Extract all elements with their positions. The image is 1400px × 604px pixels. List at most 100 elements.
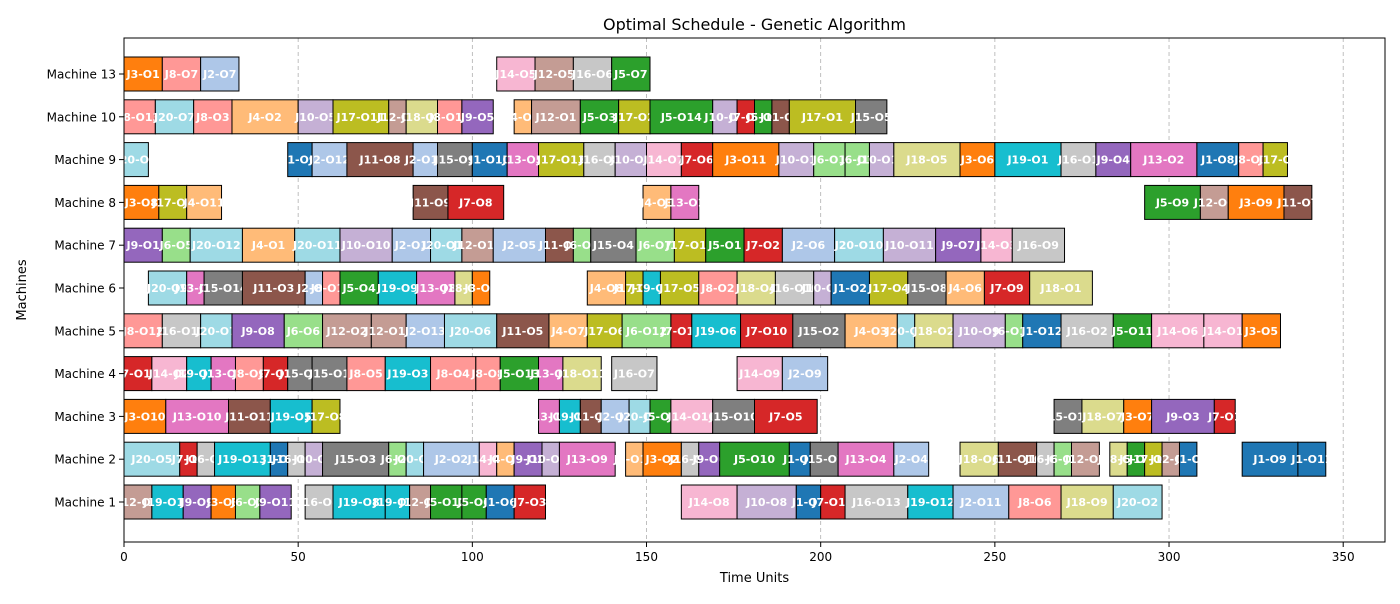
task-label: J4-O6	[948, 282, 983, 295]
task-bar-j2-o13-121: J2-O13	[404, 313, 446, 349]
task-bar-rect	[1151, 313, 1205, 349]
task-bar-rect	[558, 441, 616, 477]
task-bar-j10-o6-22: J10-O6	[703, 99, 746, 135]
task-bar-j12-o11-74: J12-O11	[452, 227, 502, 263]
task-bar-j20-o2-239: J20-O2	[1112, 484, 1163, 520]
task-bar-j18-o11-156: J18-O11	[557, 356, 606, 392]
task-bar-rect	[712, 142, 780, 178]
task-label: J14-O5	[494, 68, 536, 81]
task-bar-j10-o8-231: J10-O8	[736, 484, 797, 520]
task-label: J13-O10	[172, 410, 222, 423]
task-label: J11-O7	[1276, 196, 1318, 209]
task-bar-rect	[423, 441, 480, 477]
task-label: J10-O6	[703, 111, 745, 124]
task-bar-rect	[332, 484, 386, 520]
task-bar-rect	[1130, 142, 1198, 178]
task-label: J15-O5	[850, 111, 892, 124]
task-label: J8-O9	[232, 368, 266, 381]
task-bar-j17-o10-80: J17-O10	[665, 227, 715, 263]
task-bar-j11-o7-65: J11-O7	[1276, 184, 1318, 220]
task-label: J10-O11	[884, 239, 934, 252]
task-bar-rect	[214, 441, 271, 477]
task-label: J15-O2	[797, 325, 839, 338]
task-bar-rect	[1112, 484, 1163, 520]
task-label: J12-O6	[1193, 196, 1235, 209]
task-label: J18-O3	[400, 111, 442, 124]
task-label: J3-O9	[1238, 196, 1272, 209]
task-bar-rect	[1297, 441, 1327, 477]
x-tick-label-350: 350	[1332, 550, 1355, 564]
y-tick-label-machine-10: Machine 10	[47, 110, 116, 124]
task-label: J4-O8	[589, 282, 623, 295]
task-label: J16-O10	[769, 282, 819, 295]
task-bar-j13-o5-35: J13-O5	[501, 142, 543, 178]
task-label: J11-O8	[359, 154, 401, 167]
task-bar-j3-o3-219: J3-O3	[206, 484, 240, 520]
task-bar-rect	[283, 313, 324, 349]
task-label: J8-O4	[436, 368, 471, 381]
task-label: J16-O13	[851, 496, 901, 509]
task-label: J16-O7	[613, 368, 655, 381]
task-bar-rect	[161, 313, 202, 349]
task-bar-rect	[855, 99, 888, 135]
task-bar-j6-o12-126: J6-O12	[621, 313, 672, 349]
task-label: J2-O4	[894, 453, 929, 466]
task-bar-j2-o8-93: J2-O8	[296, 270, 331, 306]
task-label: J12-O2	[325, 325, 367, 338]
task-bar-rect	[461, 227, 494, 263]
task-bar-j9-o11-221: J9-O11	[254, 484, 296, 520]
task-bar-j13-o9-194: J13-O9	[558, 441, 616, 477]
task-bar-j17-o8-164: J17-O8	[305, 398, 347, 434]
task-label: J15-O9	[433, 154, 475, 167]
task-label: J16-O11	[156, 325, 206, 338]
task-bar-rect	[1022, 313, 1062, 349]
task-bar-rect	[346, 142, 414, 178]
task-label: J9-O2	[510, 453, 544, 466]
task-bar-rect	[311, 398, 341, 434]
task-bar-j18-o5-46: J18-O5	[893, 142, 961, 178]
task-bar-j6-o5-67: J6-O5	[159, 227, 193, 263]
task-bar-j7-o1-178: J7-O1	[1207, 398, 1241, 434]
task-bar-j11-o3-92: J11-O3	[241, 270, 306, 306]
task-label: J19-O10	[142, 496, 192, 509]
task-label: J17-O1	[801, 111, 843, 124]
task-bar-rect	[1151, 398, 1215, 434]
task-bar-j14-o3-87: J14-O3	[975, 227, 1017, 263]
task-bar-j17-o5-103: J17-O5	[658, 270, 700, 306]
task-bar-j5-o13-154: J5-O13	[498, 356, 540, 392]
task-bar-j2-o7-2: J2-O7	[200, 56, 240, 92]
task-bar-j2-o5-75: J2-O5	[492, 227, 546, 263]
task-bar-rect	[935, 227, 982, 263]
task-label: J16-O8	[578, 154, 620, 167]
task-bar-j6-o6-118: J6-O6	[283, 313, 324, 349]
task-label: J10-O10	[341, 239, 391, 252]
task-bar-j2-o12-30: J2-O12	[308, 142, 350, 178]
task-bar-rect	[868, 142, 895, 178]
task-bar-j9-o6-198: J9-O6	[692, 441, 726, 477]
task-bar-rect	[322, 441, 390, 477]
task-bar-j7-o14-233: J7-O14	[811, 484, 854, 520]
task-label: J6-O9	[564, 239, 598, 252]
task-label: J13-O2	[1142, 154, 1184, 167]
task-bar-j10-o1-42: J10-O1	[775, 142, 817, 178]
task-bar-j8-o10-15: J8-O10	[428, 99, 471, 135]
task-label: J4-O7	[550, 325, 584, 338]
task-label: J11-O6	[538, 239, 580, 252]
task-bar-j16-o13-234: J16-O13	[844, 484, 909, 520]
task-bar-j19-o8-223: J19-O8	[332, 484, 386, 520]
task-label: J11-O3	[252, 282, 294, 295]
task-bar-j7-o10-129: J7-O10	[740, 313, 794, 349]
task-label: J2-O12	[308, 154, 350, 167]
task-bar-j12-o12-120: J12-O12	[363, 313, 413, 349]
task-bar-rect	[339, 227, 393, 263]
task-bar-rect	[778, 142, 815, 178]
task-bar-rect	[294, 227, 341, 263]
task-bar-j13-o10-161: J13-O10	[165, 398, 230, 434]
task-label: J3-O3	[206, 496, 240, 509]
task-label: J6-O5	[159, 239, 193, 252]
task-bar-rect	[1081, 398, 1125, 434]
task-bar-j15-o8-110: J15-O8	[905, 270, 947, 306]
task-bar-rect	[1178, 441, 1198, 477]
task-label: J15-O10	[708, 410, 758, 423]
